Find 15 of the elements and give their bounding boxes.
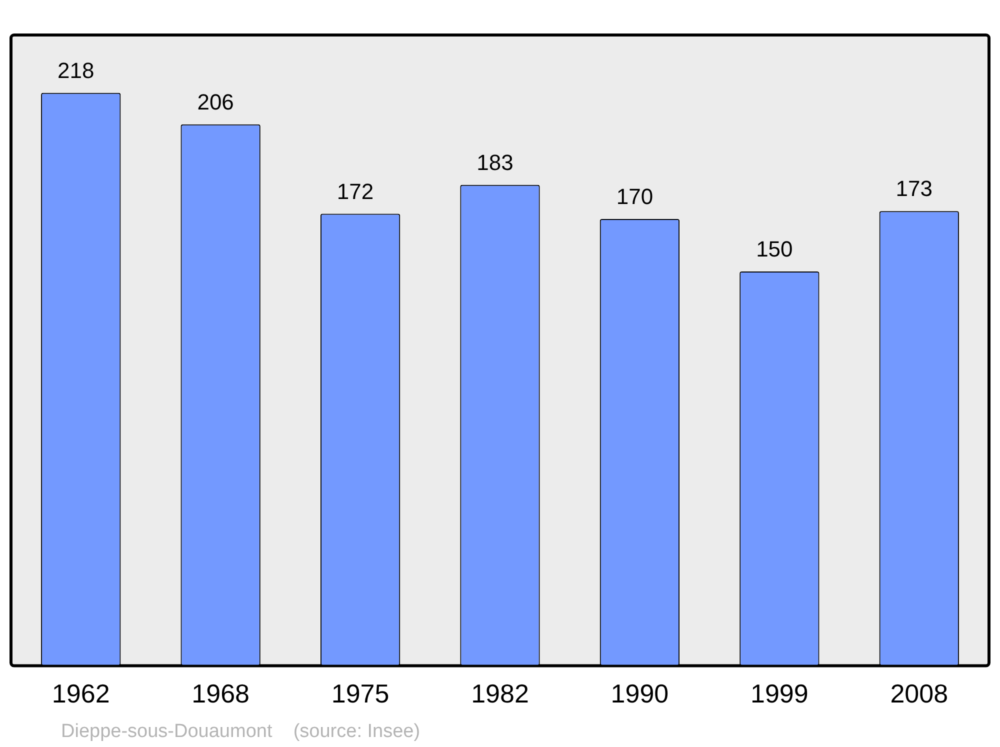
data-label: 150: [756, 236, 793, 262]
data-label: 183: [476, 150, 514, 175]
data-label: 170: [616, 184, 654, 210]
x-tick-label: 1990: [610, 678, 669, 709]
text: Dieppe-sous-Douaumont (source: Insee): [61, 721, 420, 742]
x-tick-label: 1999: [750, 678, 808, 709]
data-label: 206: [197, 89, 234, 114]
x-tick-label: 1962: [52, 678, 110, 709]
data-label: 173: [896, 176, 932, 202]
x-tick-label: 2008: [890, 678, 948, 709]
x-tick-label: 1975: [331, 678, 390, 709]
data-label: 218: [58, 58, 94, 83]
data-label: 172: [336, 178, 374, 204]
x-tick-label: 1982: [471, 678, 529, 709]
x-tick-label: 1968: [192, 678, 250, 709]
